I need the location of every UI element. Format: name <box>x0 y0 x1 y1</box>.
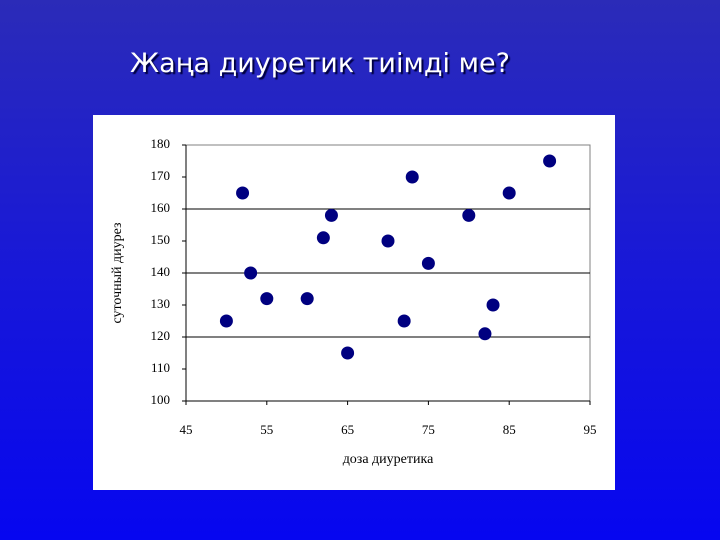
y-axis-label: суточный диурез <box>110 222 125 324</box>
chart-panel <box>93 115 615 490</box>
data-point <box>244 266 258 280</box>
data-point <box>405 170 419 184</box>
data-point <box>381 234 395 248</box>
data-point <box>502 186 516 200</box>
data-point <box>341 346 355 360</box>
data-point <box>300 292 314 306</box>
x-tick-label: 85 <box>503 422 516 437</box>
y-tick-label: 120 <box>151 328 171 343</box>
data-point <box>324 208 338 222</box>
y-tick-label: 110 <box>151 360 170 375</box>
x-tick-label: 95 <box>584 422 597 437</box>
data-point <box>421 256 435 270</box>
data-point <box>260 292 274 306</box>
y-tick-label: 100 <box>151 392 171 407</box>
y-tick-label: 180 <box>151 136 171 151</box>
x-tick-label: 45 <box>180 422 193 437</box>
data-point <box>397 314 411 328</box>
y-tick-label: 150 <box>151 232 171 247</box>
x-axis-label: доза диуретика <box>343 452 434 467</box>
data-point <box>478 327 492 341</box>
x-tick-label: 65 <box>341 422 354 437</box>
data-point <box>236 186 250 200</box>
data-point <box>462 208 476 222</box>
y-tick-label: 170 <box>151 168 171 183</box>
y-tick-label: 130 <box>151 296 171 311</box>
data-point <box>316 231 330 245</box>
y-tick-label: 140 <box>151 264 171 279</box>
data-point <box>219 314 233 328</box>
data-point <box>543 154 557 168</box>
data-point <box>486 298 500 312</box>
slide-title: Жаңа диуретик тиімді ме? <box>130 48 510 79</box>
y-tick-label: 160 <box>151 200 171 215</box>
x-tick-label: 55 <box>260 422 273 437</box>
x-tick-label: 75 <box>422 422 435 437</box>
